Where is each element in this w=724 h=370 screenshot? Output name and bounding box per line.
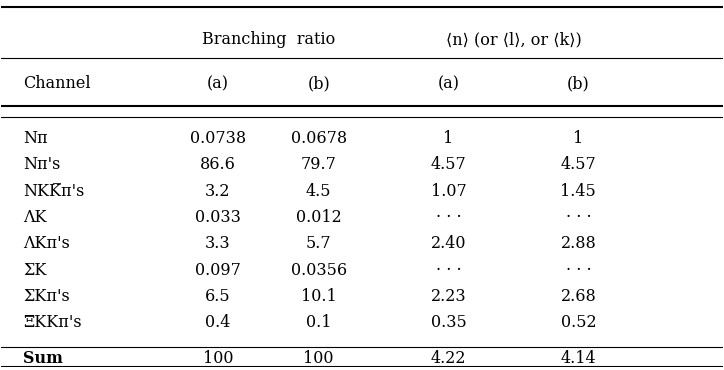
- Text: 79.7: 79.7: [300, 157, 337, 174]
- Text: Channel: Channel: [23, 75, 90, 92]
- Text: ΞKKπ's: ΞKKπ's: [23, 314, 82, 332]
- Text: Nπ: Nπ: [23, 130, 48, 147]
- Text: 1: 1: [573, 130, 584, 147]
- Text: 4.22: 4.22: [431, 350, 466, 367]
- Text: Branching  ratio: Branching ratio: [201, 31, 335, 48]
- Text: · · ·: · · ·: [436, 209, 461, 226]
- Text: Sum: Sum: [23, 350, 63, 367]
- Text: 1: 1: [443, 130, 454, 147]
- Text: 0.1: 0.1: [306, 314, 332, 332]
- Text: 0.0678: 0.0678: [290, 130, 347, 147]
- Text: 100: 100: [203, 350, 233, 367]
- Text: 1.45: 1.45: [560, 183, 597, 200]
- Text: 0.0356: 0.0356: [290, 262, 347, 279]
- Text: · · ·: · · ·: [565, 209, 592, 226]
- Text: 2.88: 2.88: [560, 235, 597, 252]
- Text: · · ·: · · ·: [436, 262, 461, 279]
- Text: ΛK: ΛK: [23, 209, 46, 226]
- Text: 1.07: 1.07: [431, 183, 466, 200]
- Text: 2.40: 2.40: [431, 235, 466, 252]
- Text: 4.5: 4.5: [306, 183, 332, 200]
- Text: 5.7: 5.7: [306, 235, 332, 252]
- Text: 0.52: 0.52: [560, 314, 596, 332]
- Text: · · ·: · · ·: [565, 262, 592, 279]
- Text: 86.6: 86.6: [200, 157, 236, 174]
- Text: ΣKπ's: ΣKπ's: [23, 288, 70, 305]
- Text: ⟨n⟩ (or ⟨l⟩, or ⟨k⟩): ⟨n⟩ (or ⟨l⟩, or ⟨k⟩): [445, 31, 581, 48]
- Text: 0.033: 0.033: [195, 209, 240, 226]
- Text: (b): (b): [567, 75, 590, 92]
- Text: 100: 100: [303, 350, 334, 367]
- Text: 10.1: 10.1: [301, 288, 337, 305]
- Text: 0.35: 0.35: [431, 314, 466, 332]
- Text: 2.68: 2.68: [560, 288, 597, 305]
- Text: ΛKπ's: ΛKπ's: [23, 235, 70, 252]
- Text: (a): (a): [207, 75, 229, 92]
- Text: 0.012: 0.012: [296, 209, 342, 226]
- Text: 4.57: 4.57: [560, 157, 597, 174]
- Text: Nπ's: Nπ's: [23, 157, 60, 174]
- Text: 3.2: 3.2: [205, 183, 230, 200]
- Text: 3.3: 3.3: [205, 235, 230, 252]
- Text: ΣK: ΣK: [23, 262, 46, 279]
- Text: (b): (b): [308, 75, 330, 92]
- Text: 4.57: 4.57: [431, 157, 466, 174]
- Text: NKK̅π's: NKK̅π's: [23, 183, 85, 200]
- Text: 2.23: 2.23: [431, 288, 466, 305]
- Text: 0.097: 0.097: [195, 262, 240, 279]
- Text: 0.0738: 0.0738: [190, 130, 246, 147]
- Text: 6.5: 6.5: [205, 288, 230, 305]
- Text: 0.4: 0.4: [205, 314, 230, 332]
- Text: (a): (a): [437, 75, 460, 92]
- Text: 4.14: 4.14: [560, 350, 596, 367]
